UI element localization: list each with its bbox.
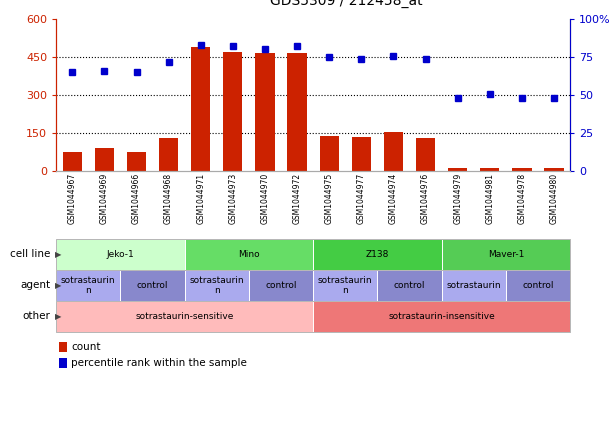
Text: Mino: Mino	[238, 250, 260, 259]
Text: Z138: Z138	[365, 250, 389, 259]
Text: cell line: cell line	[10, 250, 50, 259]
Text: percentile rank within the sample: percentile rank within the sample	[71, 358, 247, 368]
Text: ▶: ▶	[55, 312, 62, 321]
Bar	[255, 53, 274, 171]
Text: sotrastaurin: sotrastaurin	[447, 281, 501, 290]
Bar	[223, 52, 243, 171]
Bar	[544, 168, 563, 171]
Text: control: control	[137, 281, 168, 290]
Bar	[287, 53, 307, 171]
Text: agent: agent	[20, 280, 50, 290]
Bar	[159, 138, 178, 171]
Text: sotrastaurin
n: sotrastaurin n	[189, 276, 244, 295]
Bar	[448, 168, 467, 171]
Bar	[384, 132, 403, 171]
Text: Maver-1: Maver-1	[488, 250, 524, 259]
Text: ▶: ▶	[55, 281, 62, 290]
Text: count: count	[71, 342, 101, 352]
Text: GDS5309 / 212458_at: GDS5309 / 212458_at	[271, 0, 423, 8]
Text: control: control	[393, 281, 425, 290]
Bar	[416, 138, 435, 171]
Bar	[127, 152, 146, 171]
Text: ▶: ▶	[55, 250, 62, 259]
Text: control: control	[265, 281, 297, 290]
Text: sotrastaurin-insensitive: sotrastaurin-insensitive	[388, 312, 495, 321]
Text: other: other	[22, 311, 50, 321]
Bar	[191, 47, 210, 171]
Text: Jeko-1: Jeko-1	[106, 250, 134, 259]
Bar	[320, 136, 339, 171]
Text: sotrastaurin-sensitive: sotrastaurin-sensitive	[136, 312, 234, 321]
Bar	[95, 148, 114, 171]
Text: sotrastaurin
n: sotrastaurin n	[61, 276, 115, 295]
Bar	[480, 168, 499, 171]
Bar	[512, 168, 532, 171]
Text: control: control	[522, 281, 554, 290]
Bar	[63, 152, 82, 171]
Text: sotrastaurin
n: sotrastaurin n	[318, 276, 373, 295]
Bar	[352, 137, 371, 171]
